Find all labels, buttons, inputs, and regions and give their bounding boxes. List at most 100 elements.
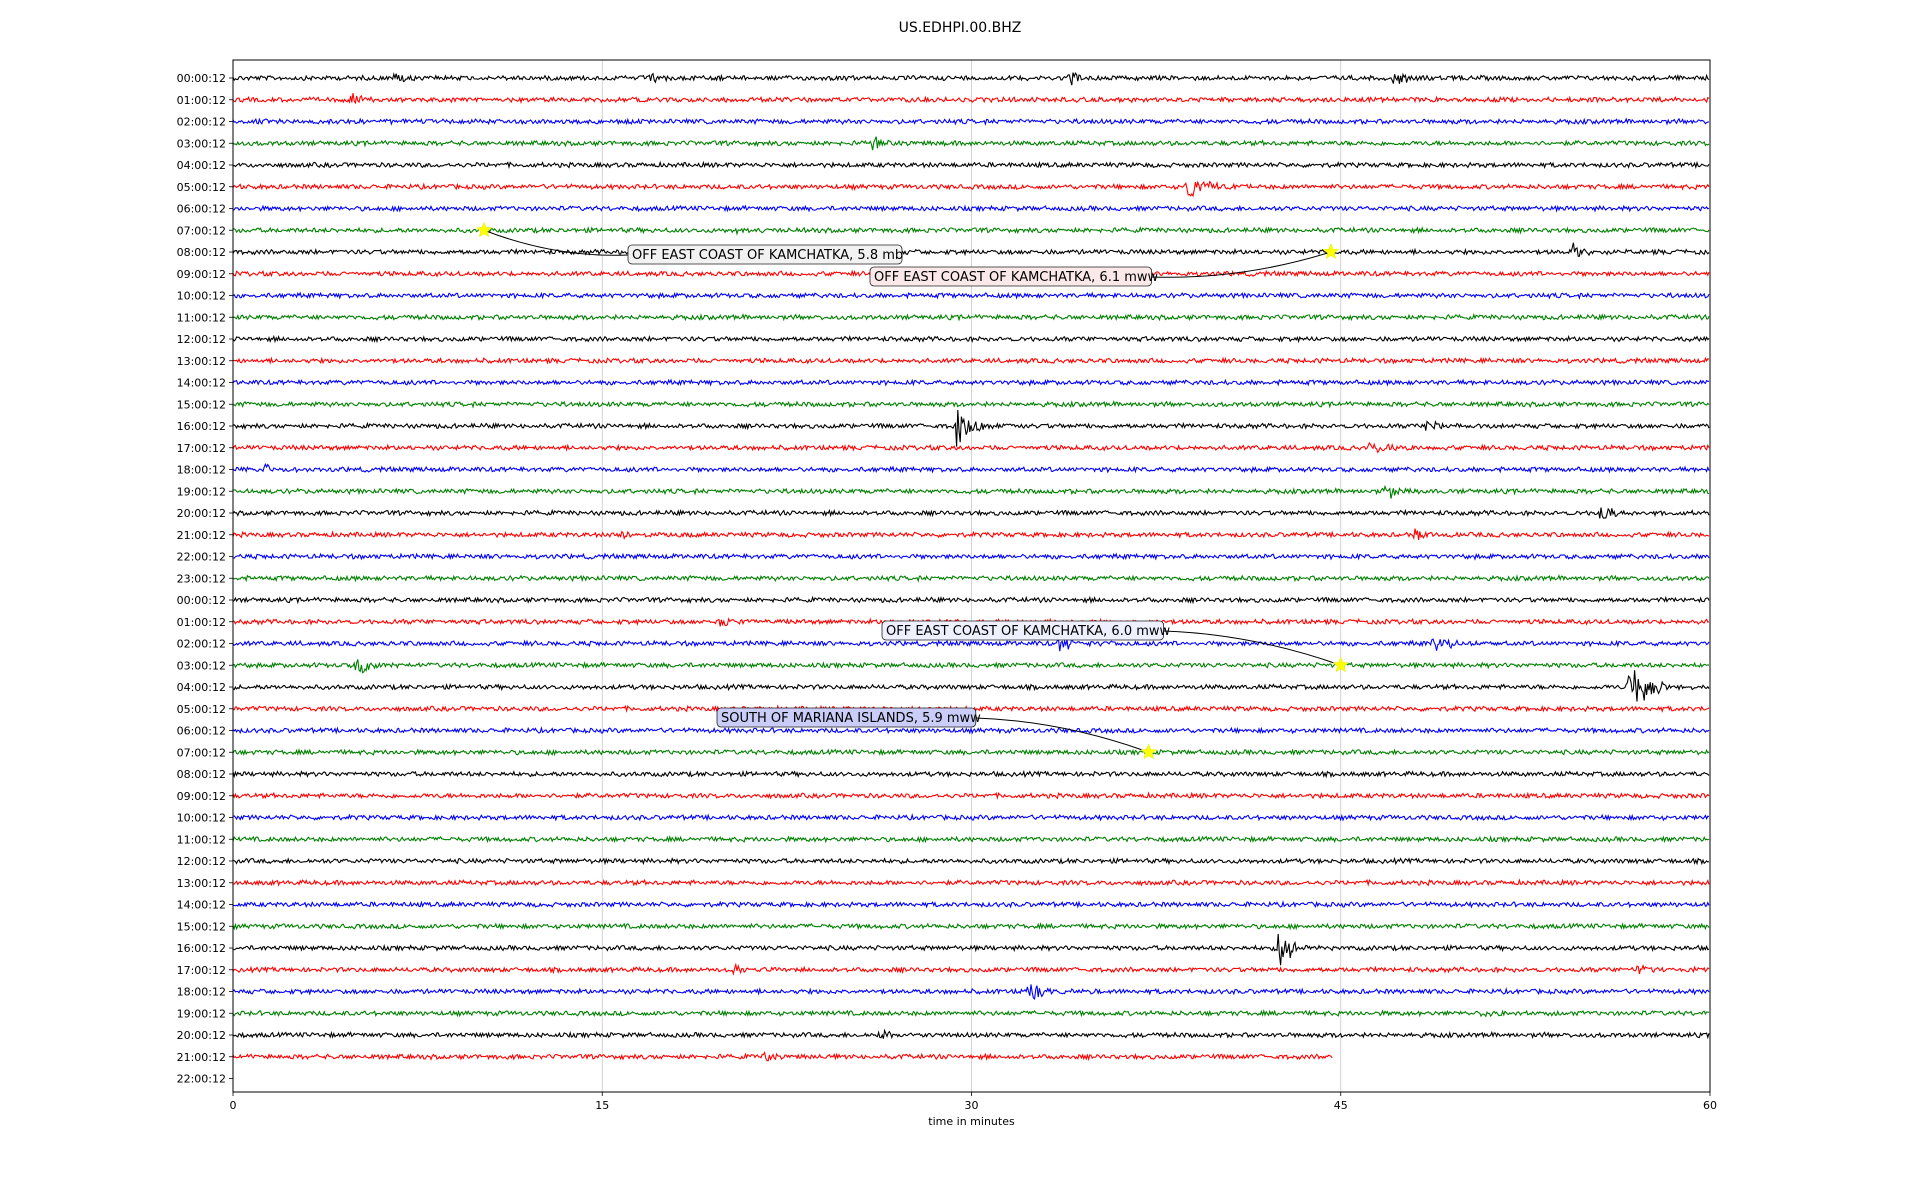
y-tick-label: 00:00:12 [177, 594, 226, 607]
y-tick-label: 23:00:12 [177, 572, 226, 585]
seismic-trace [232, 552, 1710, 561]
y-tick-label: 18:00:12 [177, 986, 226, 999]
seismic-trace [232, 726, 1710, 735]
y-tick-label: 04:00:12 [177, 159, 226, 172]
seismic-trace [232, 595, 1710, 605]
seismic-trace [232, 834, 1710, 844]
y-tick-label: 14:00:12 [177, 899, 226, 912]
y-tick-label: 07:00:12 [177, 746, 226, 759]
y-tick-label: 19:00:12 [177, 485, 226, 498]
y-tick-label: 17:00:12 [177, 442, 226, 455]
seismic-trace [232, 1051, 1333, 1062]
y-tick-label: 20:00:12 [177, 1029, 226, 1042]
event-connector [1151, 251, 1332, 278]
x-tick-label: 30 [965, 1099, 979, 1112]
y-tick-label: 13:00:12 [177, 877, 226, 890]
y-tick-label: 05:00:12 [177, 181, 226, 194]
y-tick-label: 03:00:12 [177, 137, 226, 150]
event-label: OFF EAST COAST OF KAMCHATKA, 6.0 mww [886, 624, 1171, 639]
seismic-trace [232, 856, 1710, 866]
y-tick-label: 00:00:12 [177, 72, 226, 85]
event-label-box [869, 266, 1153, 287]
x-tick-label: 0 [230, 1099, 237, 1112]
seismic-trace [232, 242, 1710, 257]
seismic-trace [232, 291, 1710, 300]
y-tick-label: 10:00:12 [177, 290, 226, 303]
seismic-trace [232, 962, 1710, 976]
y-tick-label: 19:00:12 [177, 1007, 226, 1020]
seismic-trace [232, 378, 1709, 387]
y-tick-label: 22:00:12 [177, 1073, 226, 1086]
seismic-trace [232, 400, 1710, 409]
seismic-trace [232, 769, 1710, 779]
seismic-trace [232, 636, 1710, 652]
y-tick-label: 08:00:12 [177, 246, 226, 259]
event-star-marker [1140, 743, 1157, 760]
seismic-trace [232, 878, 1710, 887]
seismic-trace [232, 507, 1710, 519]
event-label: OFF EAST COAST OF KAMCHATKA, 5.8 mb [632, 248, 903, 263]
y-tick-label: 17:00:12 [177, 964, 226, 977]
y-tick-label: 01:00:12 [177, 616, 226, 629]
seismic-trace [232, 225, 1710, 236]
seismic-trace [232, 312, 1710, 322]
y-tick-label: 06:00:12 [177, 203, 226, 216]
seismic-trace [232, 409, 1710, 447]
y-tick-label: 16:00:12 [177, 420, 226, 433]
x-tick-label: 15 [595, 1099, 609, 1112]
x-tick-label: 45 [1334, 1099, 1348, 1112]
event-connector [1163, 630, 1341, 666]
event-connector [975, 717, 1149, 753]
y-tick-label: 06:00:12 [177, 725, 226, 738]
seismic-trace [232, 670, 1710, 702]
seismic-trace [232, 933, 1710, 966]
seismic-trace [232, 984, 1710, 1001]
event-star-marker [1322, 243, 1340, 260]
seismic-trace [232, 1008, 1710, 1018]
y-tick-label: 13:00:12 [177, 355, 226, 368]
y-tick-label: 22:00:12 [177, 551, 226, 564]
y-tick-label: 15:00:12 [177, 920, 226, 933]
y-tick-label: 11:00:12 [177, 833, 226, 846]
y-tick-label: 20:00:12 [177, 507, 226, 520]
x-tick-label: 60 [1703, 1099, 1717, 1112]
event-label: SOUTH OF MARIANA ISLANDS, 5.9 mww [721, 711, 981, 726]
y-tick-label: 15:00:12 [177, 398, 226, 411]
y-tick-label: 14:00:12 [177, 377, 226, 390]
seismic-trace [232, 528, 1710, 541]
seismic-trace [232, 813, 1710, 822]
y-tick-label: 21:00:12 [177, 1051, 226, 1064]
seismic-trace [232, 484, 1710, 499]
event-label-box [627, 244, 903, 265]
seismic-trace [232, 659, 1710, 674]
y-tick-label: 10:00:12 [177, 812, 226, 825]
seismic-trace [232, 900, 1710, 909]
event-star-marker [1332, 656, 1350, 673]
event-label-box [716, 707, 977, 728]
seismic-trace [232, 747, 1710, 757]
event-star-marker [475, 221, 493, 238]
y-tick-label: 07:00:12 [177, 224, 226, 237]
y-tick-label: 18:00:12 [177, 464, 226, 477]
seismic-trace [232, 204, 1710, 213]
event-label: OFF EAST COAST OF KAMCHATKA, 6.1 mww [874, 270, 1159, 285]
seismic-trace [232, 71, 1710, 86]
seismic-trace [232, 921, 1710, 931]
y-tick-label: 09:00:12 [177, 268, 226, 281]
y-tick-label: 08:00:12 [177, 768, 226, 781]
event-connector [483, 229, 629, 256]
y-tick-label: 03:00:12 [177, 659, 226, 672]
y-tick-label: 12:00:12 [177, 333, 226, 346]
seismic-trace [232, 160, 1710, 170]
y-tick-label: 01:00:12 [177, 94, 226, 107]
y-tick-label: 11:00:12 [177, 311, 226, 324]
y-tick-label: 04:00:12 [177, 681, 226, 694]
seismic-trace [232, 1028, 1710, 1040]
seismic-trace [232, 791, 1710, 800]
chart-title: US.EDHPI.00.BHZ [898, 20, 1022, 36]
y-tick-label: 16:00:12 [177, 942, 226, 955]
y-tick-label: 05:00:12 [177, 703, 226, 716]
seismic-trace [232, 93, 1710, 105]
